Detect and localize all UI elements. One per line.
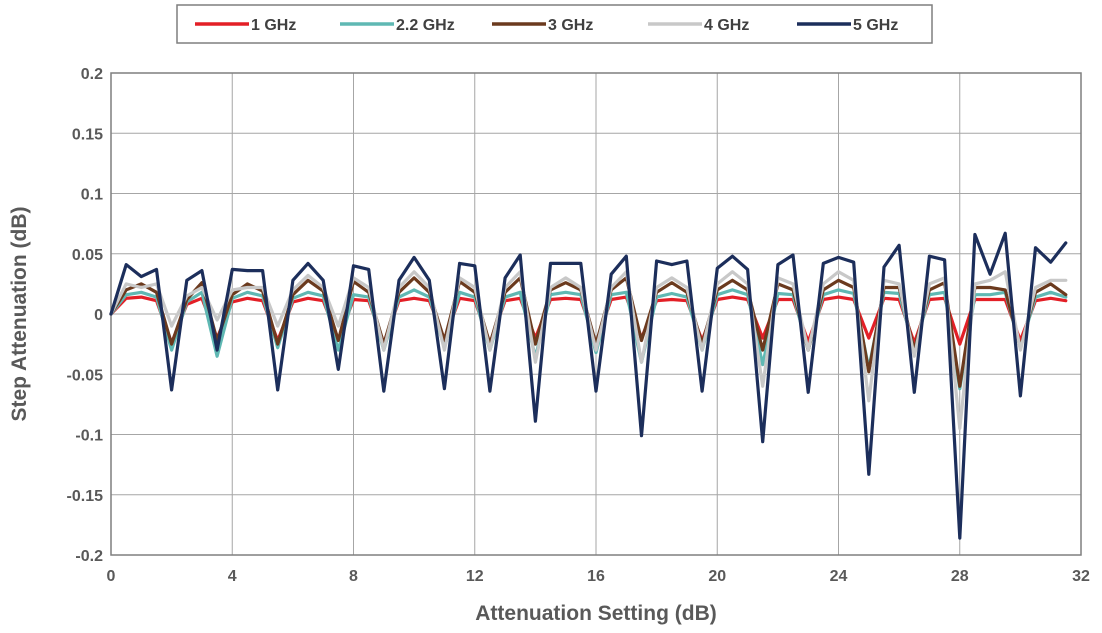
gridlines [110,72,1082,556]
series-line-5-ghz [109,231,1068,540]
y-tick-label: 0.2 [81,66,103,83]
tick-labels: -0.2 -0.15 -0.1 -0.05 0 0.05 0.1 0.15 0.2 0 4 8 12 16… [67,66,1090,585]
legend-label: 5 GHz [853,17,898,34]
x-tick-label: 20 [708,568,726,585]
x-tick-label: 0 [107,568,116,585]
y-tick-label: 0 [94,307,103,324]
x-axis-label: Attenuation Setting (dB) [475,602,716,625]
x-tick-label: 8 [349,568,358,585]
x-tick-label: 24 [830,568,848,585]
y-tick-label: -0.15 [67,488,104,505]
x-tick-label: 32 [1072,568,1090,585]
x-tick-label: 4 [228,568,237,585]
y-tick-label: 0.15 [72,126,103,143]
y-tick-label: 0.05 [72,247,103,264]
y-tick-label: 0.1 [81,187,103,204]
legend: 1 GHz 2.2 GHz 3 GHz 4 GHz 5 GHz [176,4,933,44]
x-tick-label: 12 [466,568,484,585]
y-tick-label: -0.1 [75,428,103,445]
legend-label: 4 GHz [704,17,749,34]
series-lines [109,231,1068,540]
x-tick-label: 16 [587,568,605,585]
x-tick-label: 28 [951,568,969,585]
legend-label: 1 GHz [251,17,296,34]
legend-label: 2.2 GHz [396,17,455,34]
y-tick-label: -0.05 [67,367,104,384]
y-axis-label: Step Attenuation (dB) [8,206,31,421]
legend-label: 3 GHz [548,17,593,34]
y-tick-label: -0.2 [75,548,103,565]
